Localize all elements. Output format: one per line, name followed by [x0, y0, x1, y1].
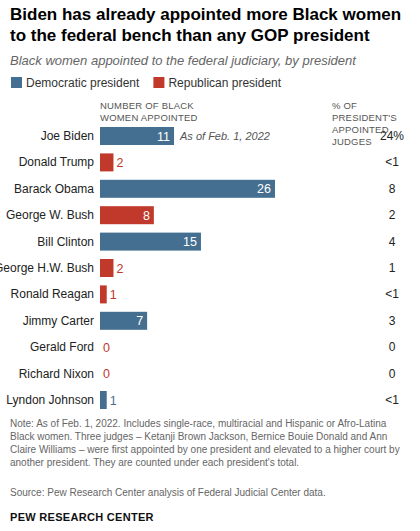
category-label: George W. Bush [6, 208, 94, 222]
data-label: 1 [110, 394, 117, 408]
data-label: 2 [116, 262, 123, 276]
legend: Democratic president Republican president [11, 76, 282, 90]
bar [100, 180, 275, 198]
bar [100, 153, 113, 171]
bar [100, 285, 107, 303]
subtitle: Black women appointed to the federal jud… [10, 53, 415, 68]
percent-label: 0 [389, 367, 396, 381]
logo: PEW RESEARCH CENTER [10, 511, 154, 523]
source: Source: Pew Research Center analysis of … [10, 486, 412, 499]
note: Note: As of Feb. 1, 2022. Includes singl… [10, 417, 412, 469]
percent-label: <1 [385, 287, 399, 301]
data-label: 2 [116, 156, 123, 170]
data-label: 26 [257, 182, 271, 196]
category-label: Gerald Ford [30, 340, 94, 354]
percent-label: <1 [385, 393, 399, 407]
category-label: Donald Trump [19, 155, 95, 169]
value-header: NUMBER OF BLACK WOMEN APPOINTED [100, 100, 205, 124]
bar [100, 391, 107, 409]
legend-label: Democratic president [26, 76, 140, 90]
percent-label: 1 [389, 261, 396, 275]
bar [100, 206, 154, 224]
category-label: Ronald Reagan [11, 287, 94, 301]
legend-label: Republican president [168, 76, 281, 90]
category-label: Jimmy Carter [23, 314, 94, 328]
bar [100, 259, 113, 277]
category-label: Richard Nixon [19, 367, 94, 381]
data-label: 1 [110, 288, 117, 302]
category-label: George H.W. Bush [0, 261, 94, 275]
data-label: 8 [143, 209, 150, 223]
data-label: 0 [103, 341, 110, 355]
percent-header: % OF PRESIDENT'S APPOINTED JUDGES [332, 100, 420, 148]
category-label: Joe Biden [41, 129, 94, 143]
bar [100, 338, 101, 356]
data-label: 15 [183, 235, 197, 249]
percent-label: 2 [389, 208, 396, 222]
percent-label: 8 [389, 182, 396, 196]
bar [100, 233, 201, 251]
bar [100, 312, 147, 330]
category-label: Bill Clinton [37, 235, 94, 249]
percent-label: 3 [389, 314, 396, 328]
category-label: Lyndon Johnson [6, 393, 94, 407]
title: Biden has already appointed more Black w… [10, 4, 415, 46]
annotation: As of Feb. 1, 2022 [179, 130, 270, 142]
legend-swatch [11, 77, 22, 88]
category-label: Barack Obama [14, 182, 94, 196]
bar [100, 365, 101, 383]
labels: Joe Biden11As of Feb. 1, 202224%Donald T… [0, 129, 404, 408]
legend-swatch [153, 77, 164, 88]
bars [100, 127, 275, 409]
bar [100, 127, 174, 145]
data-label: 7 [136, 314, 143, 328]
percent-label: 0 [389, 340, 396, 354]
data-label: 11 [157, 130, 170, 144]
percent-label: 4 [389, 235, 396, 249]
percent-label: <1 [385, 155, 399, 169]
data-label: 0 [103, 367, 110, 381]
